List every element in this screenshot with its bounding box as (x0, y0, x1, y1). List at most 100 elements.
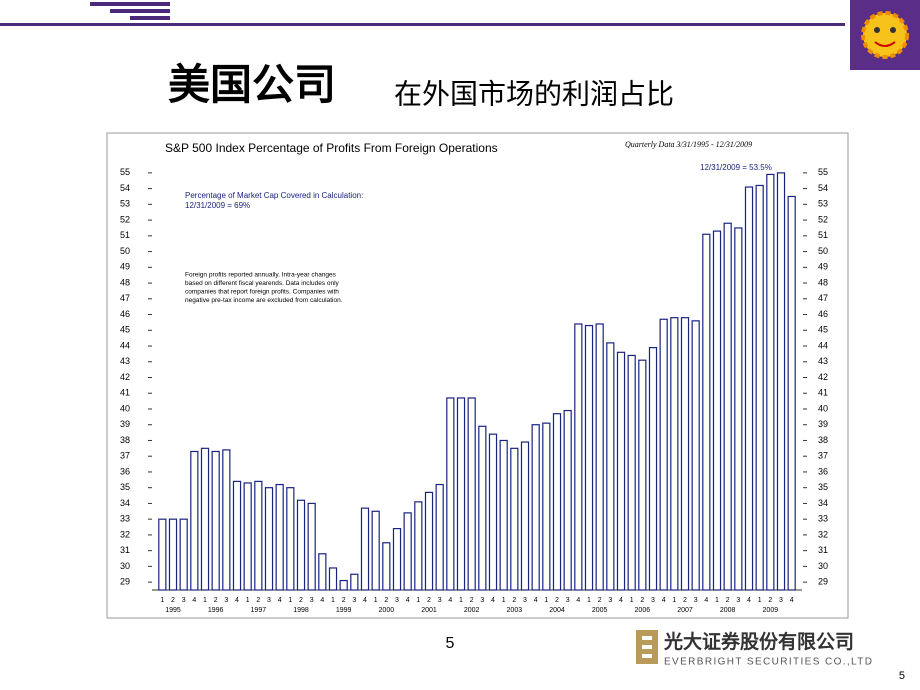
y2-tick-label: 33 (818, 514, 828, 524)
y2-tick-label: 35 (818, 482, 828, 492)
x-tick-label: 1 (331, 597, 335, 604)
bar (222, 449, 231, 591)
bar (574, 323, 583, 591)
y2-tick-label: 38 (818, 435, 828, 445)
x-tick-label: 1 (502, 597, 506, 604)
x-tick-label: 2 (470, 597, 474, 604)
bar (392, 528, 402, 591)
y-tick-label: 34 (120, 498, 130, 508)
year-label: 2006 (635, 607, 651, 614)
y-tick-label: 38 (120, 435, 130, 445)
y-tick-label: 39 (120, 419, 130, 429)
bar (744, 186, 754, 591)
x-tick-label: 4 (619, 597, 623, 604)
bar (360, 507, 370, 591)
bar (702, 233, 711, 591)
company-name: 光大证券股份有限公司 (663, 630, 854, 653)
y2-tick-label: 52 (818, 214, 828, 224)
x-tick-label: 4 (278, 597, 282, 604)
x-tick-label: 4 (747, 597, 751, 604)
bar (328, 567, 338, 591)
x-tick-label: 3 (736, 597, 740, 604)
x-tick-label: 3 (480, 597, 484, 604)
y-tick-label: 47 (120, 293, 130, 303)
y-tick-label: 54 (120, 183, 130, 193)
bar (414, 501, 423, 591)
x-tick-label: 2 (427, 597, 431, 604)
y-tick-label: 30 (120, 561, 130, 571)
bar (766, 173, 775, 591)
x-tick-label: 3 (182, 597, 186, 604)
x-tick-label: 2 (555, 597, 559, 604)
x-tick-label: 2 (342, 597, 346, 604)
y-tick-label: 37 (120, 451, 130, 461)
bar (435, 483, 444, 591)
x-tick-label: 1 (203, 597, 207, 604)
y2-tick-label: 48 (818, 277, 828, 287)
x-tick-label: 4 (320, 597, 324, 604)
bar (606, 342, 615, 591)
bar (563, 409, 572, 591)
y2-tick-label: 39 (818, 419, 828, 429)
year-label: 1995 (165, 607, 181, 614)
bar (542, 422, 551, 591)
bar (211, 450, 220, 591)
bar (531, 424, 540, 591)
bar (456, 397, 466, 591)
y-tick-label: 33 (120, 514, 130, 524)
corner-page-number: 5 (899, 670, 905, 682)
x-tick-label: 4 (491, 597, 495, 604)
bar (488, 433, 498, 591)
year-label: 2008 (720, 607, 736, 614)
x-tick-label: 1 (416, 597, 420, 604)
bar (254, 480, 263, 591)
bar (275, 483, 284, 591)
year-label: 1997 (251, 607, 267, 614)
y2-tick-label: 46 (818, 309, 828, 319)
bar (499, 439, 508, 591)
bar (478, 425, 487, 591)
chart-subtitle: Quarterly Data 3/31/1995 - 12/31/2009 (625, 140, 752, 149)
y-tick-label: 40 (120, 403, 130, 413)
x-tick-label: 4 (448, 597, 452, 604)
x-tick-label: 2 (299, 597, 303, 604)
y2-tick-label: 43 (818, 356, 828, 366)
x-tick-label: 4 (662, 597, 666, 604)
bar (286, 487, 295, 591)
y2-tick-label: 49 (818, 262, 828, 272)
bar (552, 413, 562, 591)
x-tick-label: 3 (395, 597, 399, 604)
x-tick-label: 2 (512, 597, 516, 604)
bar (243, 482, 252, 591)
y2-tick-label: 42 (818, 372, 828, 382)
x-tick-label: 2 (384, 597, 388, 604)
x-tick-label: 1 (672, 597, 676, 604)
x-tick-label: 1 (544, 597, 548, 604)
x-tick-label: 3 (267, 597, 271, 604)
y2-tick-label: 50 (818, 246, 828, 256)
y2-tick-label: 40 (818, 403, 828, 413)
x-tick-label: 2 (214, 597, 218, 604)
bar (179, 518, 188, 591)
bar (648, 346, 658, 591)
x-tick-label: 1 (459, 597, 463, 604)
x-tick-label: 2 (256, 597, 260, 604)
bar (510, 447, 519, 591)
bar (424, 491, 434, 591)
bar (168, 518, 178, 591)
y2-tick-label: 37 (818, 451, 828, 461)
x-tick-label: 2 (640, 597, 644, 604)
bar (616, 351, 626, 591)
bar (627, 354, 636, 591)
x-tick-label: 1 (715, 597, 719, 604)
x-tick-label: 3 (438, 597, 442, 604)
x-tick-label: 2 (683, 597, 687, 604)
y-tick-label: 31 (120, 545, 130, 555)
x-tick-label: 1 (587, 597, 591, 604)
y2-tick-label: 55 (818, 167, 828, 177)
bar (520, 441, 530, 591)
bar (638, 359, 647, 591)
x-tick-label: 1 (288, 597, 292, 604)
y-tick-label: 35 (120, 482, 130, 492)
x-tick-label: 3 (310, 597, 314, 604)
